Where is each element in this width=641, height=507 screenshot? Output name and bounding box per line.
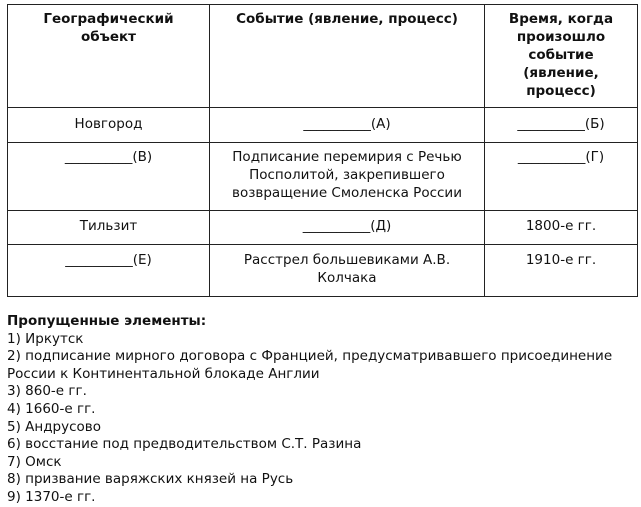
list-item: 2) подписание мирного договора с Францие… (7, 348, 613, 382)
cell: Новгород (7, 107, 210, 143)
cell: __________(А) (209, 107, 485, 143)
header-geo-object: Географический объект (7, 4, 210, 108)
list-item: 7) Омск (7, 453, 62, 470)
list-item: 5) Андрусово (7, 418, 101, 435)
missing-elements-list: Пропущенные элементы: 1) Иркутск 2) подп… (7, 313, 637, 507)
cell: __________(Б) (484, 107, 638, 143)
task-table: Географический объект Событие (явление, … (7, 4, 638, 297)
cell: Тильзит (7, 210, 210, 245)
table-row: __________(В) Подписание перемирия с Реч… (7, 142, 638, 211)
list-item: 6) восстание под предводительством С.Т. … (7, 436, 362, 453)
table-row: __________(Е) Расстрел большевиками А.В.… (7, 244, 638, 297)
list-item: 1) Иркутск (7, 330, 84, 347)
table-row: Новгород __________(А) __________(Б) (7, 107, 638, 143)
list-item: 9) 1370-е гг. (7, 488, 96, 505)
header-time: Время, когда произошло событие (явление,… (484, 4, 638, 108)
cell: __________(Е) (7, 244, 210, 297)
cell: Расстрел большевиками А.В. Колчака (209, 244, 485, 297)
cell: __________(Г) (484, 142, 638, 211)
cell: __________(В) (7, 142, 210, 211)
header-event: Событие (явление, процесс) (209, 4, 485, 108)
list-title: Пропущенные элементы: (7, 313, 207, 329)
header-row: Географический объект Событие (явление, … (7, 4, 638, 108)
cell: Подписание перемирия с Речью Посполитой,… (209, 142, 485, 211)
table-row: Тильзит __________(Д) 1800-е гг. (7, 210, 638, 245)
cell: 1800-е гг. (484, 210, 638, 245)
cell: 1910-е гг. (484, 244, 638, 297)
list-item: 4) 1660-е гг. (7, 400, 96, 417)
list-item: 8) призвание варяжских князей на Русь (7, 471, 294, 488)
cell: __________(Д) (209, 210, 485, 245)
list-item: 3) 860-е гг. (7, 383, 87, 400)
